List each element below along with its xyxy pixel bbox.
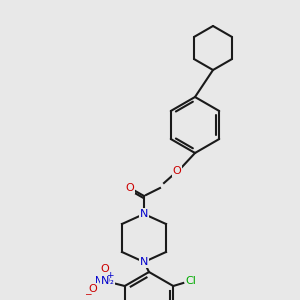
Text: O: O [172, 166, 182, 176]
Text: O: O [100, 264, 109, 274]
Text: O: O [88, 284, 97, 294]
Text: +: + [106, 272, 113, 280]
Text: NO₂: NO₂ [95, 276, 114, 286]
Text: N: N [100, 276, 109, 286]
Text: N: N [140, 257, 148, 267]
Text: −: − [84, 290, 92, 298]
Text: Cl: Cl [186, 276, 197, 286]
Text: N: N [140, 209, 148, 219]
Text: O: O [126, 183, 134, 193]
